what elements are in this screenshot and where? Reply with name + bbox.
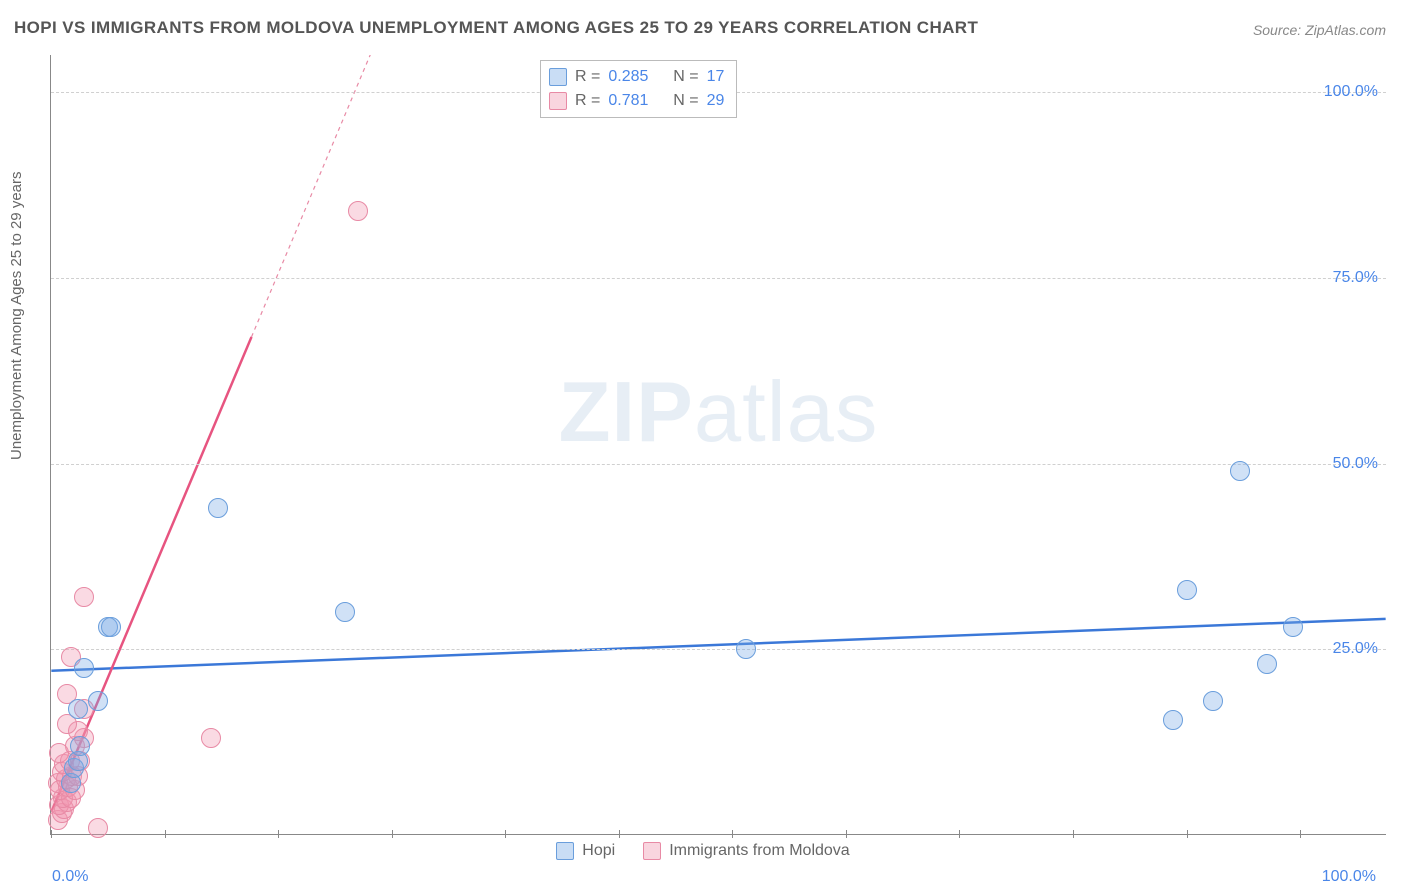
data-point-hopi (736, 639, 756, 659)
data-point-hopi (1203, 691, 1223, 711)
x-tick (1073, 830, 1074, 838)
y-tick-label: 25.0% (1333, 640, 1378, 658)
scatter-plot: ZIPatlas 25.0% 50.0% 75.0% 100.0% (50, 55, 1386, 835)
watermark: ZIPatlas (559, 364, 879, 462)
n-value-moldova: 29 (707, 89, 725, 113)
trend-line-moldova-extrapolated (251, 55, 398, 337)
y-tick-label: 75.0% (1333, 269, 1378, 287)
x-axis-label-max: 100.0% (1322, 868, 1376, 886)
x-axis-label-min: 0.0% (52, 868, 88, 886)
data-point-hopi (1230, 461, 1250, 481)
data-point-hopi (1177, 580, 1197, 600)
y-tick-label: 100.0% (1324, 83, 1378, 101)
data-point-hopi (88, 691, 108, 711)
x-tick (846, 830, 847, 838)
x-tick (1187, 830, 1188, 838)
data-point-hopi (1257, 654, 1277, 674)
n-value-hopi: 17 (707, 65, 725, 89)
correlation-legend: R = 0.285 N = 17 R = 0.781 N = 29 (540, 60, 737, 118)
gridline (51, 278, 1386, 279)
data-point-moldova (88, 818, 108, 838)
x-tick (392, 830, 393, 838)
x-tick (505, 830, 506, 838)
x-tick (732, 830, 733, 838)
trend-lines-layer (51, 55, 1386, 834)
x-tick (51, 830, 52, 838)
data-point-moldova (348, 201, 368, 221)
data-point-hopi (335, 602, 355, 622)
series-legend: Hopi Immigrants from Moldova (0, 842, 1406, 860)
x-tick (278, 830, 279, 838)
data-point-hopi (74, 658, 94, 678)
data-point-hopi (68, 699, 88, 719)
x-tick (165, 830, 166, 838)
data-point-hopi (1283, 617, 1303, 637)
y-tick-label: 50.0% (1333, 455, 1378, 473)
r-value-moldova: 0.781 (608, 89, 648, 113)
y-axis-label: Unemployment Among Ages 25 to 29 years (8, 171, 25, 460)
data-point-moldova (201, 728, 221, 748)
legend-row-hopi: R = 0.285 N = 17 (549, 65, 724, 89)
swatch-moldova-bottom (643, 842, 661, 860)
swatch-moldova (549, 92, 567, 110)
legend-item-hopi: Hopi (556, 842, 615, 860)
chart-title: HOPI VS IMMIGRANTS FROM MOLDOVA UNEMPLOY… (14, 18, 978, 38)
legend-row-moldova: R = 0.781 N = 29 (549, 89, 724, 113)
data-point-moldova (74, 587, 94, 607)
gridline (51, 649, 1386, 650)
trend-line-hopi (51, 619, 1385, 671)
swatch-hopi-bottom (556, 842, 574, 860)
gridline (51, 464, 1386, 465)
swatch-hopi (549, 68, 567, 86)
data-point-hopi (70, 736, 90, 756)
data-point-hopi (1163, 710, 1183, 730)
source-attribution: Source: ZipAtlas.com (1253, 22, 1386, 38)
x-tick (619, 830, 620, 838)
x-tick (959, 830, 960, 838)
x-tick (1300, 830, 1301, 838)
data-point-hopi (208, 498, 228, 518)
legend-item-moldova: Immigrants from Moldova (643, 842, 850, 860)
r-value-hopi: 0.285 (608, 65, 648, 89)
data-point-hopi (101, 617, 121, 637)
